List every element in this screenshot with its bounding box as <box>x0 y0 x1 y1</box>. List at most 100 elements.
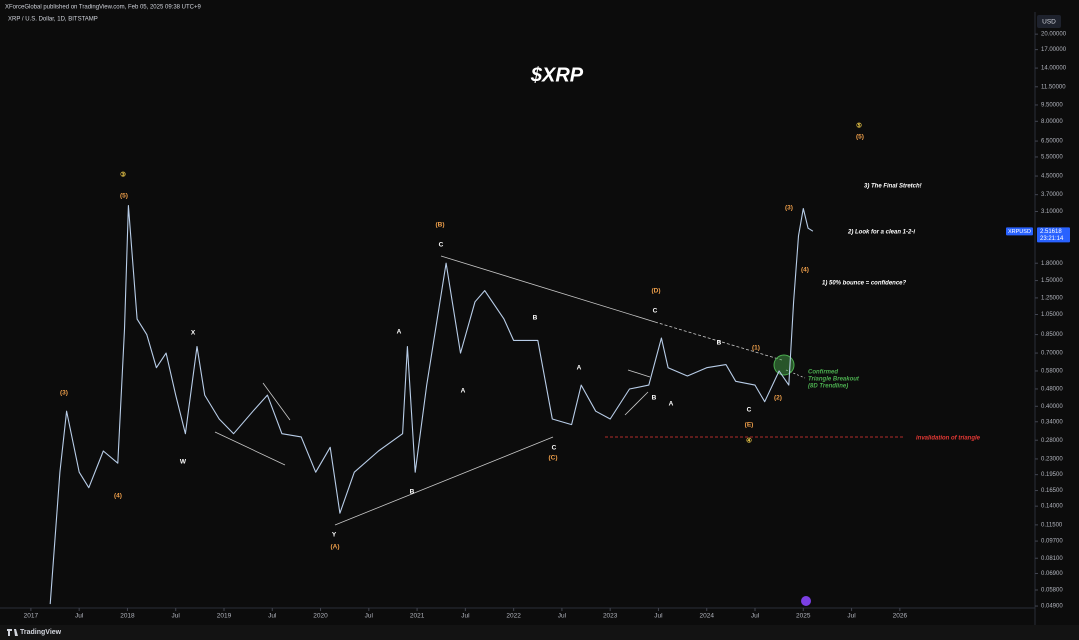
wave-label: A <box>397 329 402 336</box>
wave-label: (3) <box>785 205 793 212</box>
wave-label: ③ <box>120 171 126 179</box>
countdown: 23:21:14 <box>1040 236 1064 242</box>
y-tick-label: 0.09700 <box>1041 539 1063 545</box>
symbol-tag <box>1006 227 1033 236</box>
y-tick-label: 4.50000 <box>1041 174 1063 180</box>
y-tick-label: 5.50000 <box>1041 155 1063 161</box>
x-tick-label: 2025 <box>796 613 811 620</box>
annotation: 1) 50% bounce = confidence? <box>822 281 907 287</box>
y-tick-label: 20.00000 <box>1041 32 1067 38</box>
trendline <box>334 436 554 526</box>
y-tick-label: 0.19500 <box>1041 472 1063 478</box>
x-tick-label: Jul <box>365 613 374 620</box>
footer-bar <box>0 625 1079 640</box>
x-tick-label: Jul <box>75 613 84 620</box>
price-tag <box>1037 227 1070 243</box>
x-tick-label: 2024 <box>700 613 715 620</box>
x-tick-label: Jul <box>172 613 181 620</box>
y-tick-label: 3.10000 <box>1041 209 1063 215</box>
x-tick-label: 2022 <box>506 613 521 620</box>
y-tick-label: 0.04900 <box>1041 604 1063 610</box>
y-tick-label: 0.28000 <box>1041 438 1063 444</box>
last-price: 2.51618 <box>1040 229 1062 235</box>
trendline <box>785 369 806 379</box>
wave-label: (5) <box>856 134 864 141</box>
header: XForceGlobal published on TradingView.co… <box>5 5 202 11</box>
subtitle: XRP / U.S. Dollar, 1D, BITSTAMP <box>8 17 98 23</box>
x-tick-label: 2026 <box>893 613 908 620</box>
y-tick-label: 14.00000 <box>1041 66 1067 72</box>
x-tick-label: Jul <box>268 613 277 620</box>
y-tick-label: 0.14000 <box>1041 504 1063 510</box>
y-tick-label: 0.16500 <box>1041 488 1063 494</box>
y-axis-label: USD <box>1042 19 1056 26</box>
y-tick-label: 9.50000 <box>1041 103 1063 109</box>
y-tick-label: 11.50000 <box>1041 84 1066 90</box>
wave-label: B <box>410 489 415 496</box>
wave-label: B <box>652 395 657 402</box>
wave-label: (1) <box>752 345 760 352</box>
wave-label: A <box>577 365 582 372</box>
x-tick-label: Jul <box>847 613 856 620</box>
trendline <box>624 391 649 416</box>
y-tick-label: 1.25000 <box>1041 295 1063 301</box>
y-tick-label: 0.85000 <box>1041 332 1063 338</box>
wave-label: C <box>747 407 752 414</box>
y-tick-label: 0.11500 <box>1041 522 1063 528</box>
y-tick-label: 0.06900 <box>1041 571 1063 577</box>
y-tick-label: 1.05000 <box>1041 312 1063 318</box>
x-tick-label: 2018 <box>120 613 135 620</box>
price-line <box>49 205 814 605</box>
y-tick-label: 0.23000 <box>1041 457 1063 463</box>
y-tick-label: 0.34000 <box>1041 419 1063 425</box>
annotation: invalidation of triangle <box>916 436 981 442</box>
x-tick-label: Jul <box>461 613 470 620</box>
trendline <box>440 255 656 323</box>
annotation: 3) The Final Stretch! <box>864 184 922 190</box>
trendline <box>262 382 291 421</box>
x-tick-label: Jul <box>558 613 567 620</box>
x-tick-label: 2019 <box>217 613 232 620</box>
annotation: Confirmed <box>808 370 838 376</box>
y-tick-label: 6.50000 <box>1041 139 1063 145</box>
wave-label: (4) <box>114 493 122 500</box>
x-tick-label: 2021 <box>410 613 425 620</box>
x-tick-label: Jul <box>751 613 760 620</box>
wave-label: (3) <box>60 390 68 397</box>
wave-label: (A) <box>330 544 339 551</box>
annotation: Triangle Breakout <box>808 377 860 383</box>
y-tick-label: 1.50000 <box>1041 278 1063 284</box>
chart-title: $XRP <box>530 64 584 86</box>
x-tick-label: 2020 <box>313 613 328 620</box>
wave-label: ⑤ <box>856 122 862 130</box>
wave-label: (D) <box>651 288 660 295</box>
event-icon <box>801 596 811 606</box>
symbol-name: XRPUSD <box>1008 229 1031 235</box>
wave-label: (2) <box>774 395 782 402</box>
y-tick-label: 0.05800 <box>1041 588 1063 594</box>
annotation: (8D Trendline) <box>808 384 848 390</box>
y-tick-label: 0.40000 <box>1041 404 1063 410</box>
wave-label: B <box>717 340 722 347</box>
y-tick-label: 0.70000 <box>1041 351 1063 357</box>
y-tick-label: 0.48000 <box>1041 387 1063 393</box>
wave-label: (5) <box>120 193 128 200</box>
x-tick-label: 2023 <box>603 613 618 620</box>
wave-label: (4) <box>801 267 809 274</box>
wave-label: ④ <box>746 437 752 445</box>
wave-label: (E) <box>745 422 754 429</box>
wave-label: B <box>533 315 538 322</box>
y-tick-label: 0.58000 <box>1041 369 1063 375</box>
wave-label: W <box>180 459 187 466</box>
x-tick-label: Jul <box>654 613 663 620</box>
wave-label: Y <box>332 532 337 539</box>
y-tick-label: 8.00000 <box>1041 119 1063 125</box>
y-tick-label: 1.80000 <box>1041 261 1063 267</box>
wave-label: (C) <box>548 455 557 462</box>
wave-label: C <box>552 445 557 452</box>
wave-label: A <box>461 388 466 395</box>
footer-brand: TradingView <box>20 629 62 636</box>
